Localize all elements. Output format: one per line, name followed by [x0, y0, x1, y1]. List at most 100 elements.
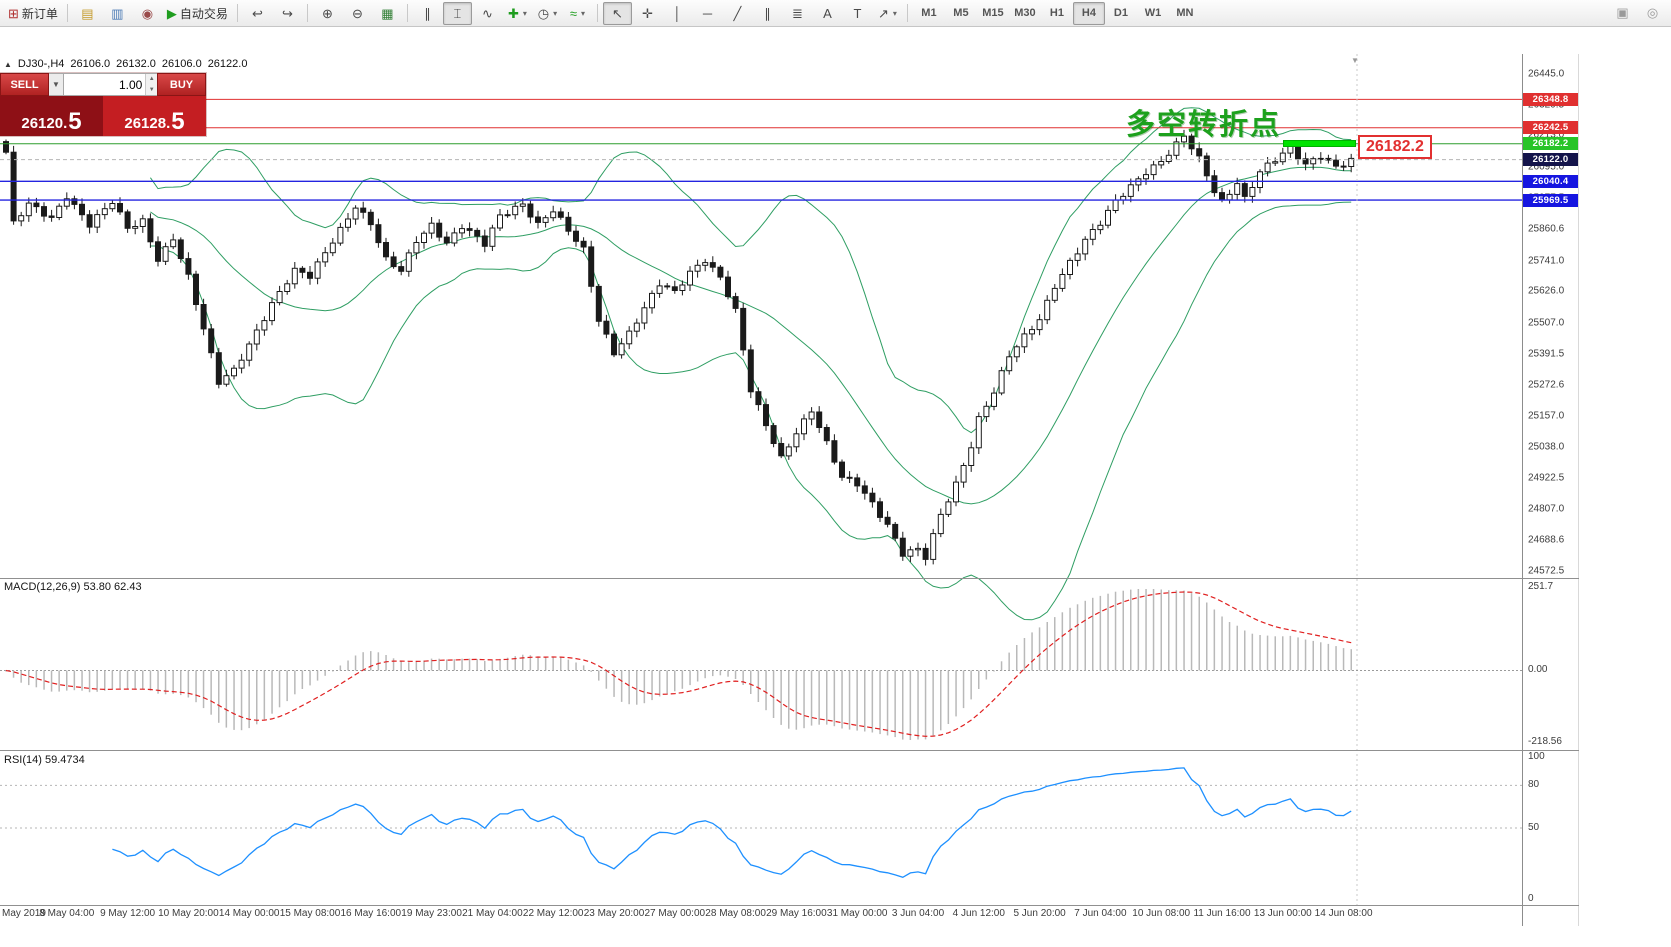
chevron-down-icon: ▼: [52, 80, 60, 89]
volume-field[interactable]: ▲ ▼: [64, 73, 157, 96]
crosshair-button[interactable]: ✛: [633, 2, 662, 25]
bar-chart-icon: ∥: [424, 5, 431, 21]
buy-price-pip: 5: [171, 108, 185, 135]
price-tick: 24688.6: [1528, 534, 1565, 546]
timeframe-mn[interactable]: MN: [1176, 7, 1194, 19]
line-chart-icon: ∿: [481, 5, 493, 21]
timeframe-w1[interactable]: W1: [1144, 7, 1162, 19]
indicator-tick: -218.56: [1528, 736, 1562, 747]
auto-scroll-button[interactable]: ↪: [273, 2, 302, 25]
chart-canvas[interactable]: [0, 54, 1522, 905]
autotrade-button[interactable]: ▶ 自动交易: [163, 2, 232, 25]
time-tick: 31 May 00:00: [826, 908, 888, 919]
chart-shift-marker-icon[interactable]: ▼: [1351, 56, 1359, 65]
time-tick: 21 May 04:00: [462, 908, 523, 919]
cursor-icon: ↖: [611, 5, 623, 21]
zoom-in-button[interactable]: ⊕: [313, 2, 342, 25]
time-tick: 7 Jun 04:00: [1074, 908, 1127, 919]
toolbar: ⊞ 新订单 ▤ ▥ ◉ ▶ 自动交易 ↩ ↪ ⊕ ⊖ ▦ ∥ ⌶ ∿ ✚ ▾ ◷ ▾ ≈ ▾ ↖ ✛ │ ─ ╱ ∥ ≣ A T ↗ ▾ M1 M…: [0, 0, 1671, 27]
candlestick-chart-button[interactable]: ⌶: [442, 1, 472, 25]
tile-windows-button[interactable]: ▦: [373, 2, 402, 25]
time-tick: 3 Jun 04:00: [891, 908, 945, 919]
toolbar-separator: [906, 4, 908, 22]
autotrade-button-label: 自动交易: [179, 6, 228, 21]
sell-button[interactable]: SELL: [0, 73, 49, 96]
indicators-button[interactable]: ≈ ▾: [563, 2, 592, 25]
fibonacci-icon: ≣: [791, 5, 803, 21]
navigator-button[interactable]: ◉: [133, 2, 162, 25]
price-tick: 24572.5: [1528, 565, 1565, 577]
close-value: 26122.0: [207, 58, 248, 70]
time-tick: 16 May 16:00: [340, 908, 402, 919]
period-button[interactable]: ◷ ▾: [533, 2, 562, 25]
timeframe-d1[interactable]: D1: [1113, 7, 1128, 19]
sell-price[interactable]: 26120. 5: [0, 96, 103, 136]
horizontal-line-button[interactable]: ─: [693, 2, 722, 25]
stepper-down-icon[interactable]: ▼: [146, 84, 157, 95]
volume-dropdown[interactable]: ▼: [49, 73, 64, 96]
volume-stepper[interactable]: ▲ ▼: [145, 74, 157, 95]
time-tick: 23 May 20:00: [583, 908, 645, 919]
price-tag: 25969.5: [1523, 193, 1578, 207]
vertical-line-button[interactable]: │: [663, 2, 692, 25]
timeframe-m1[interactable]: M1: [921, 7, 937, 19]
indicator-tick: 50: [1528, 822, 1540, 833]
chevron-down-icon[interactable]: ▾: [553, 8, 558, 18]
time-tick: 13 Jun 00:00: [1253, 908, 1312, 919]
new-window-icon[interactable]: ▣: [1616, 5, 1629, 20]
chart-window[interactable]: ▲ DJ30-,H4 26106.0 26132.0 26106.0 26122…: [0, 27, 1579, 926]
open-value: 26106.0: [70, 58, 111, 70]
indicators-icon: ≈: [569, 5, 577, 21]
buy-button[interactable]: BUY: [157, 73, 206, 96]
cursor-button[interactable]: ↖: [602, 1, 632, 25]
text-icon: A: [823, 5, 832, 21]
timeframe-m5[interactable]: M5: [953, 7, 969, 19]
high-value: 26132.0: [116, 58, 156, 70]
new-order-icon: ⊞: [8, 5, 19, 21]
new-order-button[interactable]: ⊞ 新订单: [4, 2, 62, 25]
volume-input[interactable]: [64, 74, 146, 95]
toolbar-separator: [66, 4, 68, 22]
toolbar-separator: [406, 4, 408, 22]
fibonacci-button[interactable]: ≣: [783, 2, 812, 25]
search-icon[interactable]: ◎: [1646, 5, 1659, 20]
time-tick: 14 May 00:00: [218, 908, 280, 919]
channel-icon: ∥: [764, 5, 771, 21]
line-chart-button[interactable]: ∿: [473, 2, 502, 25]
price-callout: 26182.2: [1358, 135, 1432, 159]
chevron-down-icon[interactable]: ▾: [522, 8, 527, 18]
crosshair-icon: ✛: [641, 5, 653, 21]
trendline-button[interactable]: ╱: [723, 2, 752, 25]
stepper-up-icon[interactable]: ▲: [146, 74, 157, 85]
one-click-toggle-icon[interactable]: ▲: [4, 59, 12, 69]
arrows-button[interactable]: ↗ ▾: [873, 2, 902, 25]
market-watch-icon: ▤: [81, 5, 94, 21]
low-value: 26106.0: [161, 58, 202, 70]
text-button[interactable]: A: [813, 2, 842, 25]
buy-price[interactable]: 26128. 5: [103, 96, 206, 136]
chart-shift-button[interactable]: ↩: [243, 2, 272, 25]
data-window-button[interactable]: ▥: [103, 2, 132, 25]
time-tick: 19 May 23:00: [401, 908, 462, 919]
supply-zone-highlight[interactable]: [1282, 139, 1357, 147]
chevron-down-icon[interactable]: ▾: [892, 8, 897, 18]
panel-separator[interactable]: [0, 578, 1579, 579]
chevron-down-icon[interactable]: ▾: [581, 8, 586, 18]
timeframe-m30[interactable]: M30: [1014, 7, 1036, 19]
label-button[interactable]: T: [843, 2, 872, 25]
timeframe-m15[interactable]: M15: [982, 7, 1004, 19]
panel-separator[interactable]: [0, 750, 1579, 751]
market-watch-button[interactable]: ▤: [73, 2, 102, 25]
time-tick: 8 May 04:00: [39, 908, 95, 919]
new-chart-button[interactable]: ✚ ▾: [503, 2, 532, 25]
bar-chart-button[interactable]: ∥: [413, 2, 442, 25]
one-click-trading-panel: SELL ▼ ▲ ▼ BUY 26120.5 26128.5: [0, 73, 206, 136]
price-tick: 25860.6: [1528, 223, 1565, 235]
timeframe-h4[interactable]: H4: [1072, 1, 1105, 25]
timeframe-group: M1 M5 M15 M30 H1 H4 D1 W1 MN: [913, 1, 1201, 25]
channel-button[interactable]: ∥: [753, 2, 782, 25]
timeframe-h1[interactable]: H1: [1049, 7, 1064, 19]
price-tag: 26182.2: [1523, 137, 1578, 151]
zoom-out-button[interactable]: ⊖: [343, 2, 372, 25]
toolbar-separator: [306, 4, 308, 22]
